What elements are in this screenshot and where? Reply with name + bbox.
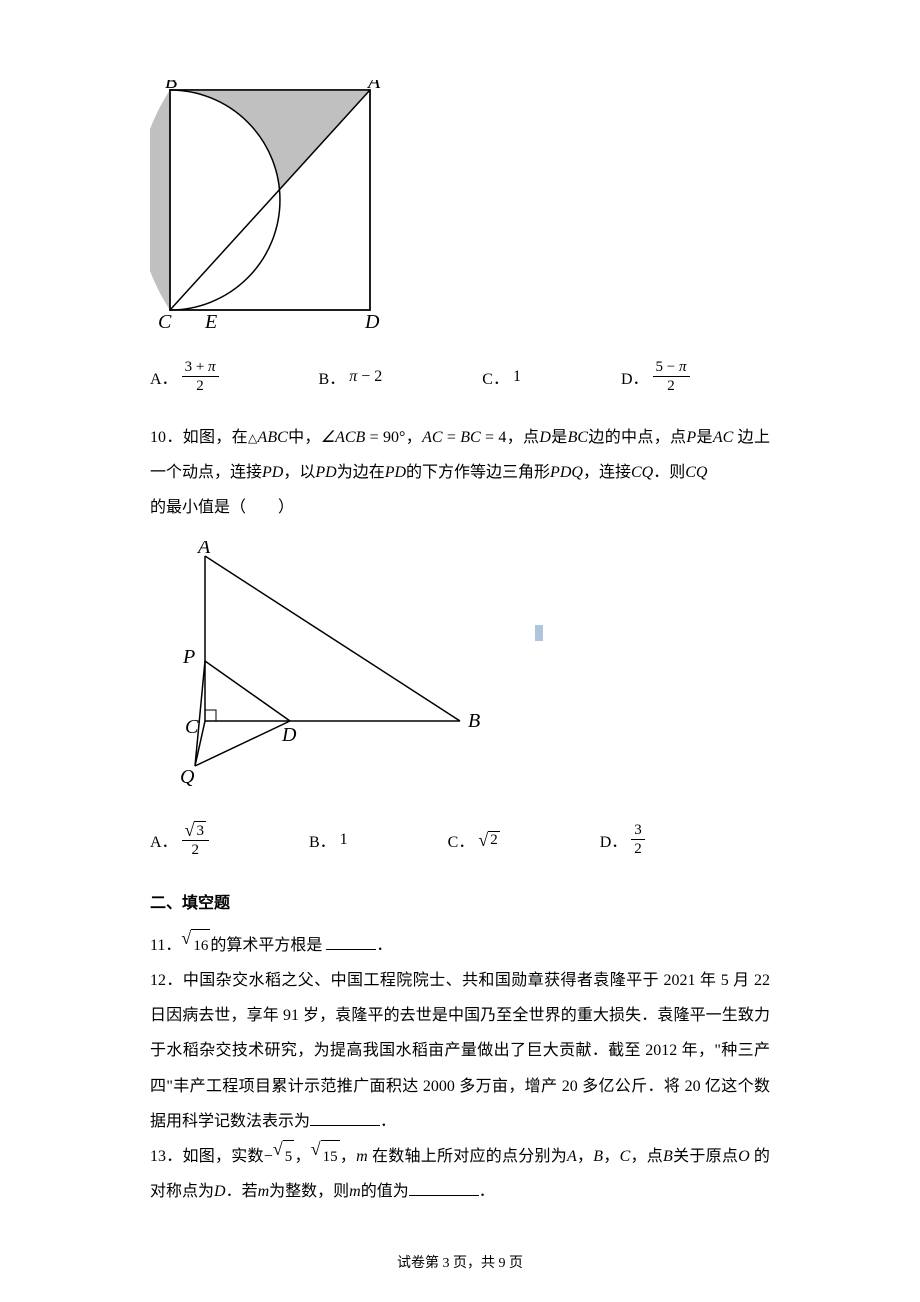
q10-PD: PD [262,464,283,481]
q9-options: A． 3 + π 2 B． π − 2 C． 1 D． 5 − π 2 [150,358,770,395]
q10-l2d: 的下方作等边三角形 [406,464,550,481]
q12-body: 12．中国杂交水稻之父、中国工程院院士、共和国勋章获得者袁隆平于 2021 年 … [150,972,770,1130]
q12-blank [310,1110,380,1126]
label-C: C [158,311,172,333]
label2-A: A [196,541,211,558]
q10-D-den: 2 [631,840,645,858]
q10-C-label: C． [448,828,475,852]
q9-D-num: 5 − π [653,358,690,377]
q9-A-label: A． [150,365,178,389]
q10-P: P [686,429,696,446]
q11-sqrt: √16 [181,929,210,963]
figure-triangle-pdq: A P C D B Q [150,541,770,801]
q10-BC: BC [568,429,588,446]
q10-A-label: A． [150,828,178,852]
section-2-heading: 二、填空题 [150,889,770,913]
label-A: A [366,80,381,93]
q10-C-sqrt: √2 [478,831,499,849]
q10-m5: 边的中点，点 [588,429,686,446]
q9-C-label: C． [482,365,509,389]
label-D: D [364,311,380,333]
q9-B-value: π − 2 [349,368,382,386]
q11-suffix: 的算术平方根是 [210,937,326,954]
q13-m: m [356,1148,368,1165]
q9-option-A: A． 3 + π 2 [150,358,219,395]
q10-l2e: ，连接 [583,464,631,481]
q11-prefix: 11． [150,937,181,954]
q13-sqrt5: √5 [273,1140,294,1174]
q10-l2f: ．则 [653,464,685,481]
q11-blank [326,934,376,950]
q9-B-label: B． [319,365,346,389]
q10-text: 10．如图，在△ABC中，∠ACB = 90°，AC = BC = 4，点D是B… [150,420,770,526]
q12-text: 12．中国杂交水稻之父、中国工程院院士、共和国勋章获得者袁隆平于 2021 年 … [150,963,770,1139]
q10-option-D: D． 3 2 [600,821,645,858]
q10-D-fraction: 3 2 [631,821,645,858]
q13-text: 13．如图，实数−√5，√15，m 在数轴上所对应的点分别为A，B，C，点B关于… [150,1139,770,1210]
label-B: B [165,80,177,93]
q9-D-label: D． [621,365,649,389]
q10-D-num: 3 [631,821,645,840]
q9-A-num: 3 + π [182,358,219,377]
figure-square-crescent: B A C E D [150,80,770,338]
label2-D: D [281,724,297,746]
q10-m6: 是 [696,429,713,446]
q9-A-den: 2 [193,377,207,395]
label2-B: B [468,710,480,732]
q10-A-num: √3 [182,821,209,841]
label2-C: C [185,716,199,738]
q10-option-C: C． √2 [448,828,500,852]
q10-options: A． √3 2 B． 1 C． √2 D． 3 2 [150,821,770,859]
q9-option-C: C． 1 [482,365,521,389]
q10-m4: 是 [551,429,568,446]
q10-A-den: 2 [189,841,203,859]
figure2-svg: A P C D B Q [150,541,500,796]
q10-l2c: 为边在 [337,464,385,481]
page-footer: 试卷第 3 页，共 9 页 [0,1252,920,1272]
label2-P: P [182,646,195,668]
q9-option-D: D． 5 − π 2 [621,358,690,395]
label2-Q: Q [180,766,195,788]
q10-m3: ，点 [506,429,539,446]
q13-sqrt15: √15 [311,1140,340,1174]
label-E: E [204,311,217,333]
figure1-svg: B A C E D [150,80,385,333]
q10-D: D [539,429,551,446]
q10-PD2: PD [315,464,336,481]
q10-m1: 中， [288,429,321,446]
q10-PDQ: PDQ [550,464,583,481]
q9-option-B: B． π − 2 [319,365,383,389]
q10-D-label: D． [600,828,628,852]
q9-D-fraction: 5 − π 2 [653,358,690,395]
q13-blank [409,1180,479,1196]
q10-prefix: 10．如图，在 [150,429,248,446]
q10-B-value: 1 [340,831,348,849]
q10-option-B: B． 1 [309,828,348,852]
q9-D-den: 2 [664,377,678,395]
q10-PD3: PD [385,464,406,481]
q10-AC: AC [713,429,733,446]
q10-CQ: CQ [631,464,653,481]
q10-B-label: B． [309,828,336,852]
q10-m2: ， [405,429,422,446]
q10-CQ2: CQ [685,464,707,481]
q10-A-fraction: √3 2 [182,821,209,859]
q10-l3: 的最小值是（ ） [150,499,294,516]
q13-prefix: 13．如图，实数 [150,1148,264,1165]
q11-text: 11．√16的算术平方根是 ． [150,928,770,963]
q10-option-A: A． √3 2 [150,821,209,859]
q9-A-fraction: 3 + π 2 [182,358,219,395]
q9-C-value: 1 [513,368,521,386]
q10-l2b: ，以 [283,464,315,481]
